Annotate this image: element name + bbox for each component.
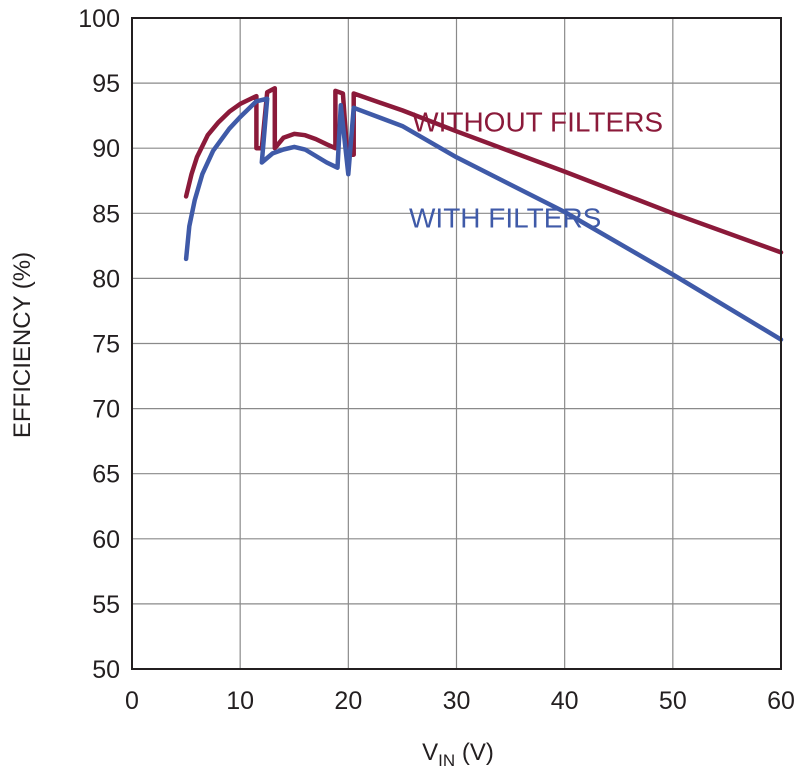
y-tick-label: 85 xyxy=(92,200,120,228)
x-axis-label-main: V xyxy=(422,739,438,766)
x-tick-labels: 0 10 20 30 40 50 60 xyxy=(125,687,795,715)
y-axis-label: EFFICIENCY (%) xyxy=(9,252,36,438)
x-tick-label: 60 xyxy=(767,687,795,715)
y-tick-label: 75 xyxy=(92,331,120,359)
series-label: WITHOUT FILTERS xyxy=(412,106,663,137)
y-tick-label: 100 xyxy=(78,5,120,33)
series-line xyxy=(183,96,784,342)
plot-frame xyxy=(131,17,782,670)
y-tick-labels: 50 55 60 65 70 75 80 85 90 95 100 xyxy=(78,5,120,684)
x-axis-label: VIN (V) xyxy=(422,739,494,770)
y-tick-label: 90 xyxy=(92,135,120,163)
y-tick-label: 65 xyxy=(92,461,120,489)
x-tick-label: 20 xyxy=(334,687,362,715)
y-tick-label: 55 xyxy=(92,591,120,619)
series-lines xyxy=(183,86,784,342)
y-tick-label: 50 xyxy=(92,656,120,684)
series-label: WITH FILTERS xyxy=(409,203,601,234)
x-tick-label: 10 xyxy=(226,687,254,715)
y-tick-label: 80 xyxy=(92,265,120,293)
y-tick-label: 60 xyxy=(92,526,120,554)
x-axis-label-unit: (V) xyxy=(455,739,494,766)
y-tick-label: 95 xyxy=(92,70,120,98)
series-labels: WITHOUT FILTERS WITH FILTERS xyxy=(409,106,663,233)
x-tick-label: 0 xyxy=(125,687,139,715)
y-tick-label: 70 xyxy=(92,396,120,424)
x-axis-label-subscript: IN xyxy=(438,751,455,770)
x-tick-label: 30 xyxy=(443,687,471,715)
x-tick-label: 40 xyxy=(551,687,579,715)
x-tick-label: 50 xyxy=(659,687,687,715)
series-line xyxy=(183,86,784,255)
